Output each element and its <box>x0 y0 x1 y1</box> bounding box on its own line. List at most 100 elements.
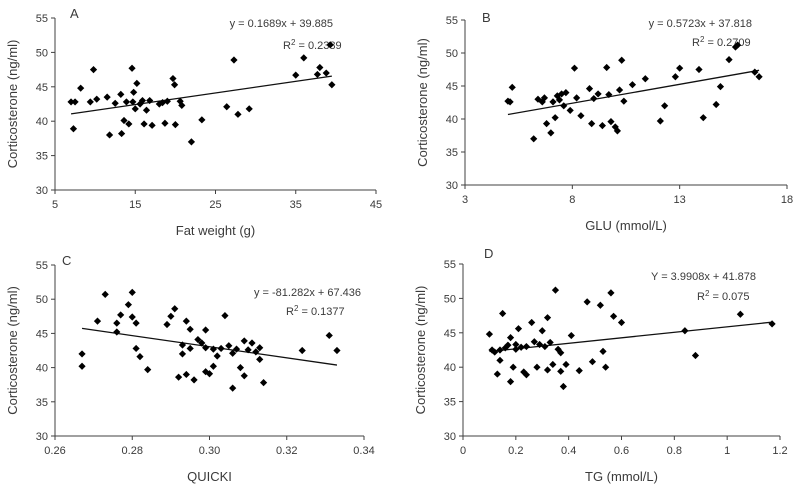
panel-b-letter: B <box>482 10 491 25</box>
panel-d-x-tick-label: 0.2 <box>508 445 523 457</box>
panel-c-data-point <box>325 331 333 340</box>
panel-c-data-point <box>78 350 86 358</box>
panel-c-data-point <box>229 384 237 392</box>
panel-d-x-tick-label: 0.4 <box>561 445 576 457</box>
panel-a-data-point <box>120 116 128 125</box>
panel-d-x-tick-label: 0 <box>460 445 466 457</box>
panel-a-data-point <box>163 97 171 105</box>
panel-d-data-point <box>509 363 517 371</box>
panel-c-data-point <box>205 370 214 378</box>
panel-a-x-axis-label: Fat weight (g) <box>176 223 255 238</box>
panel-b-y-tick-label: 50 <box>446 48 458 60</box>
panel-b-data-point <box>712 100 720 109</box>
panel-a-x-tick-label: 45 <box>370 199 382 211</box>
panel-d-y-tick-label: 35 <box>444 397 456 409</box>
panel-c-y-axis-label: Corticosterone (ng/ml) <box>5 286 20 415</box>
panel-b-data-point <box>725 56 733 64</box>
panel-a-data-point <box>313 70 322 79</box>
panel-c-data-point <box>101 290 109 299</box>
panel-c-data-point <box>128 288 136 296</box>
panel-a-data-point <box>187 138 196 146</box>
panel-c-x-tick-label: 0.30 <box>199 445 220 457</box>
panel-b-y-tick-label: 30 <box>446 180 458 192</box>
panel-b-data-point <box>542 120 551 128</box>
panel-d-data-point <box>551 286 560 294</box>
panel-c-data-point <box>198 339 206 347</box>
panel-a-y-tick-label: 50 <box>36 47 48 59</box>
panel-b-data-point <box>551 114 559 122</box>
panel-c-y-tick-label: 40 <box>36 363 48 375</box>
panel-c-y-tick-label: 45 <box>36 328 48 340</box>
panel-d-data-point <box>549 360 557 369</box>
panel-a-data-point <box>328 81 336 89</box>
panel-c-data-point <box>244 346 252 354</box>
panel-d-data-point <box>567 331 575 340</box>
panel-c-data-point <box>128 313 136 321</box>
panel-d-y-tick-label: 50 <box>444 293 456 305</box>
panel-c-data-point <box>209 345 217 353</box>
panel-a-data-point <box>122 98 131 106</box>
panel-d-y-tick-label: 30 <box>444 431 456 443</box>
panel-a-data-point <box>131 105 139 113</box>
panel-a-data-point <box>148 121 156 129</box>
panel-c-data-point <box>256 355 264 363</box>
panel-a-y-tick-label: 55 <box>36 13 48 25</box>
panel-b-data-point <box>566 106 574 115</box>
panel-a-data-point <box>133 79 141 87</box>
panel-a-data-point <box>161 119 169 127</box>
panel-d-data-point <box>543 366 552 374</box>
panel-a-data-point <box>198 116 206 124</box>
panel-d-data-point <box>562 360 570 369</box>
panel-a-data-point <box>171 121 179 129</box>
panel-c-data-point <box>236 364 244 372</box>
panel-d-equation: Y = 3.9908x + 41.878 <box>651 271 756 283</box>
panel-b-data-point <box>615 86 624 94</box>
panel-d-data-point <box>514 325 523 333</box>
panel-b-data-point <box>585 85 594 93</box>
panel-b-x-tick-label: 13 <box>674 194 686 206</box>
panel-d-data-point <box>617 318 626 327</box>
panel-c-x-axis-label: QUICKI <box>187 469 232 484</box>
panel-a-x-tick-label: 15 <box>129 199 141 211</box>
panel-a-x-tick-label: 25 <box>209 199 221 211</box>
panel-a-data-point <box>146 96 154 105</box>
panel-a-data-point <box>155 100 163 108</box>
panel-b-data-point <box>628 81 637 89</box>
panel-b-data-point <box>661 102 669 110</box>
panel-d-data-point <box>736 310 744 318</box>
panel-a-data-point <box>86 98 94 106</box>
panel-a-data-point <box>125 120 133 128</box>
panel-b-data-point <box>734 41 742 49</box>
panel-c-data-point <box>182 370 190 379</box>
panel-d-y-tick-label: 45 <box>444 328 456 340</box>
panel-c-data-point <box>113 319 121 327</box>
panel-d-data-point <box>557 349 565 357</box>
panel-d-data-point <box>588 358 597 366</box>
panel-b-data-point <box>751 68 759 76</box>
panel-c-x-tick-label: 0.32 <box>276 445 297 457</box>
panel-d-data-point <box>768 320 776 328</box>
panel-c-data-point <box>256 344 264 352</box>
panel-b-data-point <box>699 114 707 122</box>
panel-c-data-point <box>202 326 210 334</box>
panel-d-data-point <box>496 356 504 364</box>
panel-a-data-point <box>130 88 138 96</box>
panel-b-data-point <box>577 112 585 120</box>
panel-d-data-point <box>691 351 700 360</box>
panel-d-data-point <box>575 367 583 375</box>
panel-c-data-point <box>213 352 221 360</box>
panel-a-data-point <box>245 105 253 113</box>
panel-c-data-point <box>178 350 187 358</box>
panel-d-data-point <box>506 378 515 386</box>
panel-a-data-point <box>292 71 300 79</box>
panel-c-data-point <box>136 353 144 361</box>
panel-b-y-tick-label: 35 <box>446 147 458 159</box>
panel-a-data-point <box>117 90 125 98</box>
panel-b-data-point <box>613 127 622 135</box>
panel-b: 30 35 40 45 50 55 3 8 13 18 GLU (mmol/L) Corticoste… <box>415 10 793 233</box>
panel-d-data-point <box>504 341 512 349</box>
panel-b-data-point <box>607 118 615 126</box>
panel-c-data-point <box>298 346 306 355</box>
panel-a-data-point <box>67 98 75 106</box>
